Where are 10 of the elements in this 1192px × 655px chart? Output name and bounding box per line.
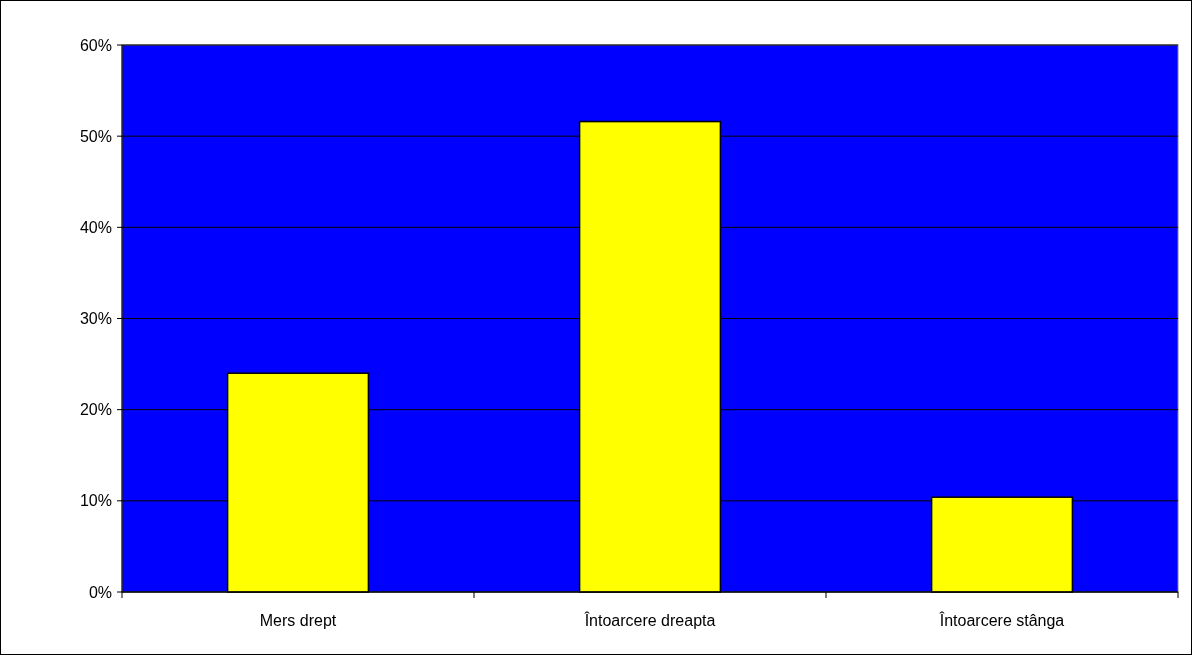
x-tick-label: Mers drept bbox=[259, 612, 337, 629]
x-tick-label: Întoarcere stânga bbox=[938, 611, 1065, 629]
y-tick-label: 60% bbox=[79, 36, 112, 54]
y-tick-label: 20% bbox=[79, 401, 112, 419]
y-tick-label: 30% bbox=[79, 310, 112, 328]
y-tick-label: 0% bbox=[88, 583, 112, 601]
y-tick-label: 10% bbox=[79, 492, 112, 510]
x-tick-label: Întoarcere dreapta bbox=[583, 611, 716, 629]
y-tick-label: 50% bbox=[79, 127, 112, 145]
y-tick-label: 40% bbox=[79, 218, 112, 236]
